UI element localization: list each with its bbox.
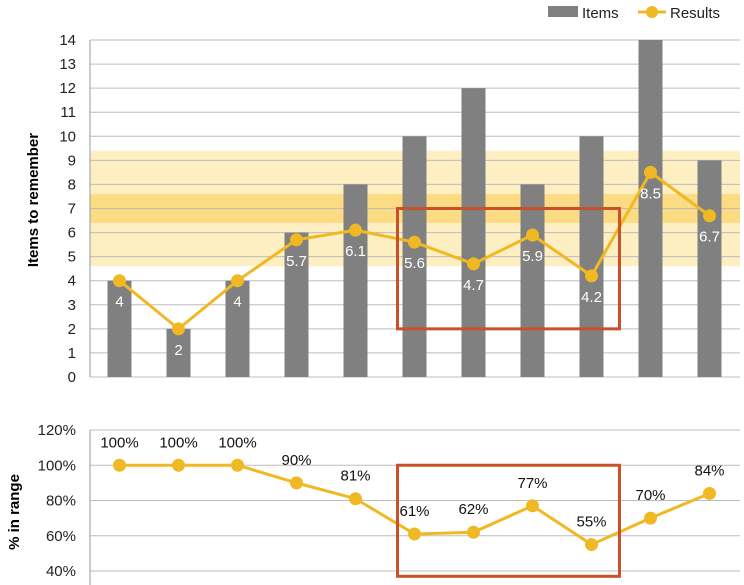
bottom-y-tick-label: 80% <box>46 493 76 510</box>
percent-data-label: 62% <box>458 501 488 518</box>
items-bar <box>579 136 604 377</box>
results-data-label: 6.7 <box>699 229 720 246</box>
results-data-label: 4 <box>115 294 123 311</box>
legend-items-swatch <box>548 6 578 17</box>
items-bar <box>166 328 191 377</box>
percent-data-label: 77% <box>517 475 547 492</box>
top-y-tick-label: 10 <box>59 128 76 145</box>
results-data-label: 6.1 <box>345 243 366 260</box>
top-y-tick-label: 12 <box>59 80 76 97</box>
percent-point <box>467 525 480 539</box>
top-y-tick-label: 4 <box>68 273 76 290</box>
legend-items-label: Items <box>582 5 619 22</box>
percent-data-label: 90% <box>281 452 311 469</box>
percent-data-label: 84% <box>694 462 724 479</box>
percent-point <box>349 492 362 506</box>
percent-data-label: 55% <box>576 514 606 531</box>
top-y-tick-label: 7 <box>68 201 76 218</box>
top-y-tick-label: 5 <box>68 249 76 266</box>
items-bar <box>225 280 250 377</box>
percent-data-labels: 100% 100% 100% 90% 81% 61% 62% 77% 55% 70% 84% <box>100 434 724 530</box>
percent-point <box>408 527 421 541</box>
percent-point <box>703 486 716 500</box>
results-point <box>172 322 185 336</box>
top-y-tick-label: 14 <box>59 32 76 49</box>
percent-line <box>113 458 716 552</box>
top-y-tick-label: 13 <box>59 56 76 73</box>
results-point <box>113 274 126 288</box>
percent-point <box>113 458 126 472</box>
results-data-label: 5.7 <box>286 253 307 270</box>
results-data-label: 4 <box>233 294 241 311</box>
legend-results-marker <box>646 6 658 18</box>
percent-in-range-chart: 100% 100% 100% 90% 81% 61% 62% 77% 55% 70% 84% 40%… <box>6 422 740 585</box>
percent-data-label: 100% <box>159 434 197 451</box>
top-y-tick-label: 3 <box>68 297 76 314</box>
legend-results-label: Results <box>670 5 720 22</box>
top-y-tick-label: 2 <box>68 321 76 338</box>
bottom-highlight-rect <box>396 463 621 578</box>
items-bar <box>343 184 368 377</box>
results-point <box>408 235 421 249</box>
results-data-label: 4.2 <box>581 289 602 306</box>
percent-data-label: 70% <box>635 487 665 504</box>
bottom-y-tick-label: 60% <box>46 528 76 545</box>
items-bar <box>402 136 427 377</box>
bottom-y-tick-label: 120% <box>38 422 76 439</box>
percent-point <box>290 476 303 490</box>
results-line <box>113 165 716 336</box>
items-bar <box>461 88 486 378</box>
percent-data-label: 81% <box>340 468 370 485</box>
results-data-label: 8.5 <box>640 185 661 202</box>
top-y-tick-label: 11 <box>60 104 76 121</box>
items-bar <box>697 160 722 377</box>
bottom-y-tick-labels: 40% 60% 80% 100% 120% <box>38 422 76 580</box>
results-point <box>703 209 716 223</box>
percent-point <box>526 499 539 513</box>
results-data-label: 4.7 <box>463 277 484 294</box>
top-y-tick-label: 0 <box>68 369 76 386</box>
top-y-tick-label: 8 <box>68 176 76 193</box>
results-point <box>231 274 244 288</box>
results-point <box>467 257 480 271</box>
bottom-highlight-box <box>396 463 621 578</box>
top-y-axis-title: Items to remember <box>25 133 42 267</box>
items-bar <box>284 232 309 377</box>
percent-point <box>172 458 185 472</box>
results-data-labels: 4 2 4 5.7 6.1 5.6 4.7 5.9 4.2 8.5 6.7 <box>115 185 720 358</box>
percent-point <box>231 458 244 472</box>
percent-point <box>644 511 657 525</box>
results-data-label: 2 <box>174 342 182 359</box>
bottom-y-tick-label: 40% <box>46 563 76 580</box>
items-bar <box>520 184 545 377</box>
top-highlight-rect <box>396 207 621 331</box>
bottom-y-tick-label: 100% <box>38 457 76 474</box>
top-y-tick-label: 1 <box>68 345 76 362</box>
results-point <box>290 233 303 247</box>
top-y-tick-label: 9 <box>68 152 76 169</box>
bottom-y-axis-title: % in range <box>6 474 23 550</box>
results-point <box>349 223 362 237</box>
top-y-tick-label: 6 <box>68 225 76 242</box>
items-bar <box>638 40 663 377</box>
percent-point <box>585 538 598 552</box>
results-data-label: 5.6 <box>404 255 425 272</box>
results-point <box>585 269 598 283</box>
percent-data-label: 61% <box>399 503 429 520</box>
legend: Items Results <box>548 5 720 22</box>
results-point <box>644 165 657 179</box>
results-point <box>526 228 539 242</box>
percent-data-label: 100% <box>218 434 256 451</box>
results-data-label: 5.9 <box>522 248 543 265</box>
percent-data-label: 100% <box>100 434 138 451</box>
top-highlight-box <box>396 207 621 331</box>
items-bar <box>107 280 132 377</box>
